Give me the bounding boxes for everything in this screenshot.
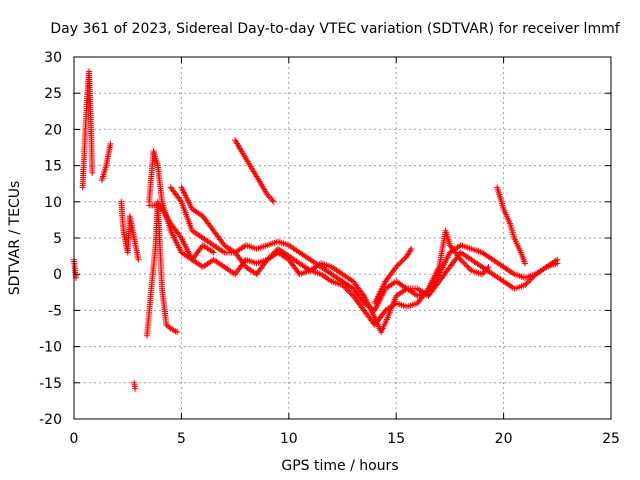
data-marks [71,68,561,392]
data-point [397,259,404,266]
y-tick-label: 0 [53,267,62,283]
data-point [524,279,531,286]
chart-title: Day 361 of 2023, Sidereal Day-to-day VTE… [50,21,620,37]
data-point [394,262,401,269]
data-point [479,271,486,278]
x-tick-label: 0 [70,431,79,447]
data-point [268,252,275,259]
x-axis-label: GPS time / hours [281,458,398,474]
data-point [177,233,184,240]
x-tick-label: 15 [387,431,405,447]
y-tick-label: 30 [44,50,62,66]
data-point [89,169,96,176]
y-tick-labels: -20 -15 -10 -5 0 5 10 15 20 25 30 [39,50,62,428]
grid [74,57,611,419]
data-point [266,194,273,201]
data-point [485,263,492,270]
data-point [264,191,271,198]
y-tick-label: 25 [44,86,62,102]
data-point [268,195,275,202]
series-arc-11 [232,137,277,205]
series-arc-3 [98,140,114,184]
data-point [339,282,346,289]
data-point [481,268,488,275]
data-point [463,262,470,269]
data-point [464,263,471,270]
series-arc-1 [71,256,80,281]
y-tick-label: -15 [39,376,62,392]
data-point [458,258,465,265]
data-point [398,258,405,265]
data-point [347,290,354,297]
y-tick-label: 15 [44,159,62,175]
x-tick-label: 20 [495,431,513,447]
data-point [522,282,529,289]
series-arc-9 [167,184,561,314]
data-point [270,198,277,205]
data-point [407,247,414,254]
y-axis-label: SDTVAR / TECUs [7,181,23,296]
data-point [359,291,366,298]
data-point [457,256,464,263]
y-tick-label: 20 [44,122,62,138]
data-point [265,255,272,262]
data-point [174,329,181,336]
data-point [482,266,489,273]
data-point [465,264,472,271]
data-point [132,385,139,392]
data-point [210,249,217,256]
data-point [424,287,431,294]
data-point [340,283,347,290]
data-point [467,266,474,273]
data-point [264,256,271,263]
x-tick-labels: 0 5 10 15 20 25 [70,431,620,447]
data-point [166,324,173,331]
data-point [269,197,276,204]
data-point [346,288,353,295]
data-point [484,265,491,272]
series-arc-6 [144,198,181,339]
y-tick-label: 5 [53,231,62,247]
series-arc-7 [146,148,217,263]
data-point [343,286,350,293]
data-point [342,284,349,291]
data-point [461,260,468,267]
ticks [73,56,612,420]
data-point [344,287,351,294]
data-point [523,280,530,287]
data-point [271,249,278,256]
series-arc-10 [178,184,492,328]
data-point [267,254,274,261]
series-arc-13 [494,184,529,267]
series-arc-4 [118,198,142,263]
data-point [395,261,402,268]
data-point [480,269,487,276]
data-point [408,245,415,252]
series-arc-5 [131,379,139,392]
y-tick-label: 10 [44,195,62,211]
data-point [265,193,272,200]
data-point [522,260,529,267]
data-point [272,248,279,255]
data-point [401,255,408,262]
series-arc-2 [79,68,96,191]
data-point [399,257,406,264]
x-tick-label: 5 [177,431,186,447]
data-point [135,256,142,263]
x-tick-label: 25 [602,431,620,447]
y-tick-label: -5 [48,303,62,319]
y-tick-label: -10 [39,340,62,356]
data-point [107,140,114,147]
y-tick-label: -20 [39,412,62,428]
data-point [393,263,400,270]
data-point [554,260,561,267]
data-point [460,259,467,266]
data-point [269,251,276,258]
data-point [177,197,184,204]
x-tick-label: 10 [280,431,298,447]
series-arc-12 [371,245,415,307]
